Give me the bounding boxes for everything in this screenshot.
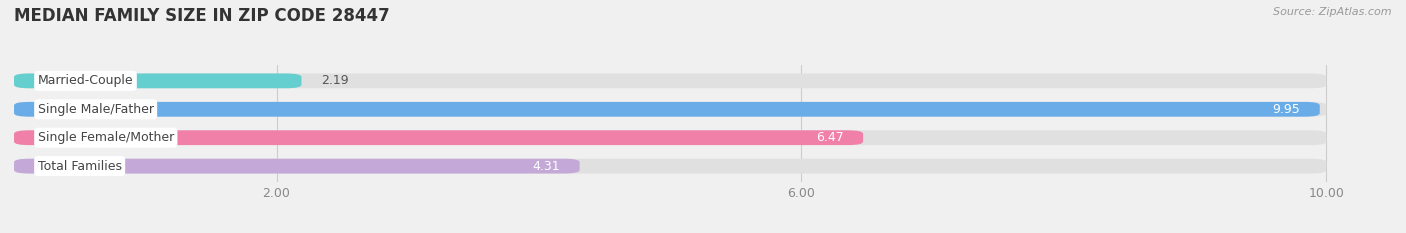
Text: Total Families: Total Families: [38, 160, 122, 173]
Text: 4.31: 4.31: [533, 160, 560, 173]
FancyBboxPatch shape: [14, 159, 579, 174]
Text: 9.95: 9.95: [1272, 103, 1301, 116]
FancyBboxPatch shape: [14, 73, 301, 88]
Text: Single Female/Mother: Single Female/Mother: [38, 131, 174, 144]
Text: Source: ZipAtlas.com: Source: ZipAtlas.com: [1274, 7, 1392, 17]
Text: MEDIAN FAMILY SIZE IN ZIP CODE 28447: MEDIAN FAMILY SIZE IN ZIP CODE 28447: [14, 7, 389, 25]
FancyBboxPatch shape: [14, 102, 1320, 117]
Text: 6.47: 6.47: [815, 131, 844, 144]
Text: Married-Couple: Married-Couple: [38, 74, 134, 87]
Text: Single Male/Father: Single Male/Father: [38, 103, 153, 116]
FancyBboxPatch shape: [14, 73, 1326, 88]
FancyBboxPatch shape: [14, 159, 1326, 174]
FancyBboxPatch shape: [14, 102, 1326, 117]
FancyBboxPatch shape: [14, 130, 863, 145]
Text: 2.19: 2.19: [321, 74, 349, 87]
FancyBboxPatch shape: [14, 130, 1326, 145]
